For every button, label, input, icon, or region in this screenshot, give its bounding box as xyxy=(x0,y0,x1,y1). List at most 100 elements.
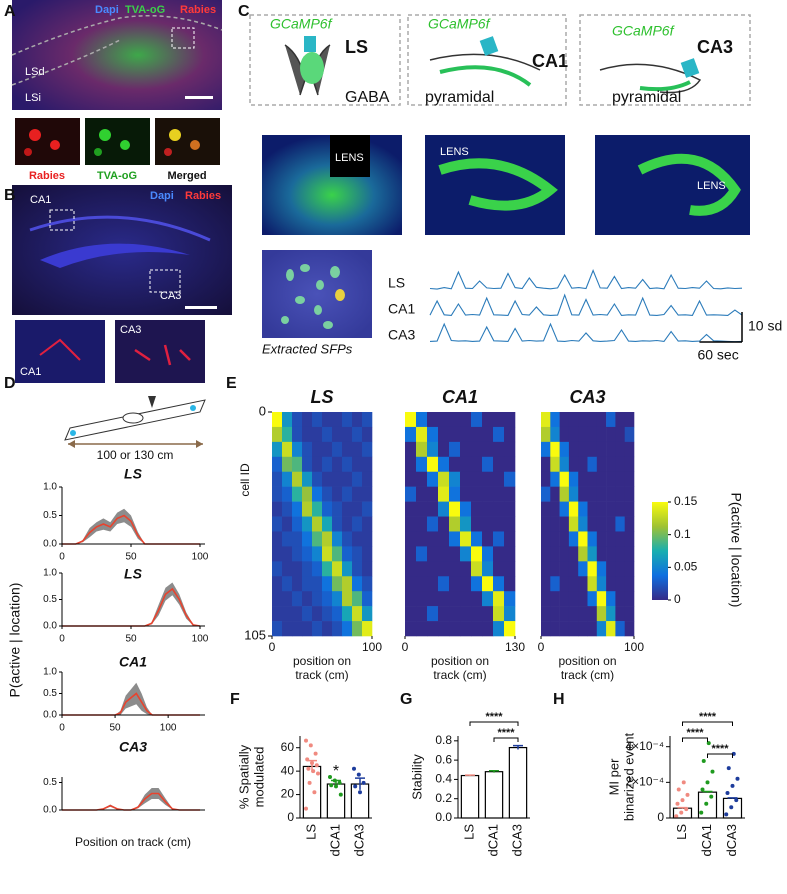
heatmap-cell xyxy=(362,486,373,502)
heatmap-cell xyxy=(482,591,494,607)
heatmap-cell xyxy=(312,486,323,502)
heatmap-cell xyxy=(438,471,450,487)
heatmap-cell xyxy=(559,516,570,532)
track-length: 100 or 130 cm xyxy=(97,448,174,462)
x-axis-title: position on xyxy=(558,654,616,668)
error-bar xyxy=(307,759,317,773)
heatmap-cell xyxy=(587,561,598,577)
panel-label: D xyxy=(4,375,16,392)
heatmap-cell xyxy=(342,606,353,622)
x-tick-label: dCA1 xyxy=(485,824,500,857)
heatmap-cell xyxy=(596,426,607,443)
heatmap-cell xyxy=(292,471,303,487)
data-point xyxy=(316,771,320,776)
significance: **** xyxy=(686,727,704,739)
heatmap-cell xyxy=(302,471,313,487)
heatmap-cell xyxy=(615,426,625,443)
x-tick-label: 50 xyxy=(110,723,122,734)
heatmap-cell xyxy=(541,486,551,502)
heatmap-cell xyxy=(568,501,579,517)
heatmap-cell xyxy=(596,501,607,517)
heatmap-cell xyxy=(482,606,494,622)
heatmap-cell xyxy=(615,621,625,637)
heatmap-cell xyxy=(471,471,483,487)
heatmap-cell xyxy=(460,546,472,562)
heatmap-cell xyxy=(427,441,439,458)
data-point xyxy=(676,787,681,792)
heatmap-cell xyxy=(322,546,333,562)
trace xyxy=(429,269,743,290)
y-tick-label: 0.8 xyxy=(435,733,452,747)
heatmap-cell xyxy=(272,456,283,473)
heatmap-cell xyxy=(606,546,616,562)
heatmap-cell xyxy=(282,412,293,428)
x-tick-label: LS xyxy=(303,824,318,840)
heatmap-cell xyxy=(471,501,483,517)
heatmap-cell xyxy=(322,456,333,473)
heatmap-cell xyxy=(460,471,472,487)
y-tick-label: 4×10⁻⁴ xyxy=(625,739,664,753)
heatmap-cell xyxy=(272,561,283,577)
x-tick-label: 100 xyxy=(192,634,209,645)
heatmap-cell xyxy=(471,591,483,607)
heatmap-cell xyxy=(504,441,516,458)
heatmap-cell xyxy=(578,516,588,532)
heatmap-cell xyxy=(272,426,283,443)
indicator-label: GCaMP6f xyxy=(428,16,492,32)
heatmap-cell xyxy=(332,561,343,577)
heatmap-cell xyxy=(342,456,353,473)
heatmap-cell xyxy=(362,412,373,428)
panel-label: A xyxy=(4,3,16,20)
lens-label: LENS xyxy=(440,146,469,158)
heatmap-cell xyxy=(550,576,560,592)
panel-label: B xyxy=(4,187,16,204)
inset-caption: TVA-oG xyxy=(97,170,137,182)
heatmap-cell xyxy=(312,606,323,622)
heatmap-cell xyxy=(493,606,505,622)
heatmap-cell xyxy=(405,501,417,517)
heatmap-cell xyxy=(541,531,551,547)
heatmap-cell xyxy=(587,531,598,547)
data-point xyxy=(730,783,735,788)
heatmap-cell xyxy=(405,576,417,592)
data-point xyxy=(735,776,740,781)
heatmap-cell xyxy=(578,591,588,607)
x-tick-label: 0 xyxy=(59,723,65,734)
heatmap-cell xyxy=(615,501,625,517)
heatmap-cell xyxy=(504,621,516,637)
heatmap-cell xyxy=(405,591,417,607)
data-point xyxy=(706,741,711,746)
y-tick-label: 0.2 xyxy=(435,791,452,805)
error-bar xyxy=(702,790,713,793)
heatmap-cell xyxy=(449,561,461,577)
heatmap-cell xyxy=(449,546,461,562)
heatmap-cell xyxy=(624,606,635,622)
heatmap-cell xyxy=(615,441,625,458)
y-tick-label: 0.5 xyxy=(43,510,57,521)
heatmap-cell xyxy=(624,441,635,458)
data-point xyxy=(675,801,680,806)
heatmap-cell xyxy=(624,501,635,517)
heatmap-cell xyxy=(568,516,579,532)
bar xyxy=(508,746,528,819)
colorbar-tick-label: 0 xyxy=(674,592,681,606)
heatmap-cell xyxy=(460,412,472,428)
y-tick-label: 0.0 xyxy=(43,621,57,632)
heatmap-cell xyxy=(568,441,579,458)
panel-c-images xyxy=(249,14,751,338)
stain-label: Dapi xyxy=(95,4,119,16)
heatmap-cell xyxy=(615,471,625,487)
significance: **** xyxy=(699,711,717,723)
heatmap-cell xyxy=(493,621,505,637)
heatmap-cell xyxy=(342,531,353,547)
heatmap-cell xyxy=(438,426,450,443)
data-point xyxy=(725,791,730,796)
y-tick-label: 1.0 xyxy=(43,568,57,579)
heatmap-cell xyxy=(460,606,472,622)
data-point xyxy=(700,787,705,792)
heatmap-cell xyxy=(504,546,516,562)
heatmap-cell xyxy=(282,621,293,637)
heatmap-cell xyxy=(332,426,343,443)
track-schematic xyxy=(64,396,206,448)
heatmap-cell xyxy=(596,561,607,577)
